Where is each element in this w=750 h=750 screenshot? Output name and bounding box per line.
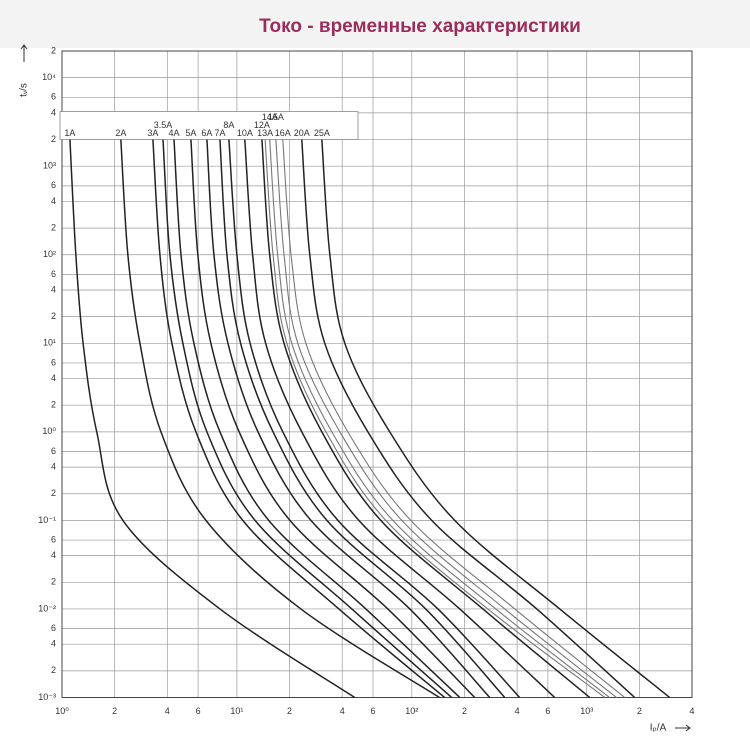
y-tick-label: 6 (51, 623, 56, 633)
y-tick-label: 2 (51, 311, 56, 321)
plot-area (62, 51, 692, 698)
legend-box (59, 111, 359, 140)
y-tick-label: 4 (51, 196, 56, 206)
series-line (173, 139, 461, 699)
plot-border (61, 50, 693, 698)
x-tick-label: 10¹ (230, 706, 243, 716)
series-line (152, 139, 446, 699)
y-tick-label: 2 (51, 400, 56, 410)
y-axis-label: tᵥ/s (19, 83, 30, 97)
legend-label: 7A (214, 128, 225, 138)
legend-label: 15A (268, 112, 284, 122)
series-line (206, 139, 491, 699)
chart-title: Токо - временные характеристики (259, 16, 581, 37)
x-tick-label: 10⁰ (55, 706, 69, 716)
series-line (69, 139, 356, 699)
y-tick-label: 6 (51, 534, 56, 544)
series-line (219, 139, 506, 698)
x-tick-label: 4 (165, 706, 170, 716)
x-tick-label: 2 (287, 706, 292, 716)
series-line (190, 139, 476, 699)
x-axis-label: Iₚ/A (650, 723, 667, 734)
legend-label: 12A (254, 120, 270, 130)
y-tick-label: 6 (51, 180, 56, 190)
x-axis-arrow (675, 724, 691, 732)
series-line (264, 139, 606, 698)
legend-label: 14A (262, 112, 278, 122)
y-axis-arrow (20, 44, 28, 62)
y-tick-label: 6 (51, 446, 56, 456)
legend-label: 20A (294, 128, 310, 138)
y-tick-label: 10⁻² (38, 603, 56, 613)
y-tick-label: 2 (51, 45, 56, 55)
x-tick-label: 4 (689, 706, 694, 716)
x-tick-label: 6 (196, 706, 201, 716)
legend-label: 3.5A (154, 120, 173, 130)
legend-label: 10A (237, 128, 253, 138)
y-tick-label: 4 (51, 550, 56, 560)
series-line (269, 139, 610, 698)
legend-label: 2A (115, 128, 126, 138)
legend-label: 16A (275, 128, 291, 138)
title-bar (0, 0, 750, 48)
y-tick-label: 2 (51, 134, 56, 144)
y-tick-label: 10⁴ (42, 72, 56, 82)
legend-label: 4A (169, 128, 180, 138)
y-tick-label: 4 (51, 107, 56, 117)
y-tick-label: 10⁻³ (38, 692, 56, 702)
series-line (162, 139, 453, 699)
y-tick-label: 10² (43, 249, 56, 259)
y-tick-label: 6 (51, 357, 56, 367)
y-tick-label: 2 (51, 577, 56, 587)
legend-label: 5A (185, 128, 196, 138)
y-tick-label: 4 (51, 373, 56, 383)
x-tick-label: 2 (112, 706, 117, 716)
y-tick-label: 4 (51, 284, 56, 294)
series-line (120, 139, 440, 699)
y-tick-label: 6 (51, 92, 56, 102)
legend-label: 3A (147, 128, 158, 138)
y-tick-label: 2 (51, 222, 56, 232)
y-tick-label: 4 (51, 639, 56, 649)
series-line (321, 139, 671, 699)
y-tick-label: 4 (51, 461, 56, 471)
series-line (244, 139, 556, 699)
series-line (275, 139, 617, 698)
series-line (301, 139, 636, 699)
y-tick-label: 10⁰ (42, 426, 56, 436)
x-tick-label: 4 (340, 706, 345, 716)
y-tick-label: 10³ (43, 161, 56, 171)
legend-label: 25A (314, 128, 330, 138)
series-line (228, 139, 521, 699)
x-tick-label: 4 (515, 706, 520, 716)
y-tick-label: 2 (51, 665, 56, 675)
x-tick-label: 10³ (580, 706, 593, 716)
legend-label: 8A (223, 120, 234, 130)
y-tick-label: 6 (51, 269, 56, 279)
series-line (261, 139, 591, 699)
x-tick-label: 6 (370, 706, 375, 716)
legend-label: 6A (201, 128, 212, 138)
y-tick-label: 10⁻¹ (38, 515, 56, 525)
y-tick-label: 10¹ (43, 338, 56, 348)
y-tick-label: 2 (51, 488, 56, 498)
x-tick-label: 6 (545, 706, 550, 716)
series-line (282, 139, 626, 698)
x-tick-label: 2 (462, 706, 467, 716)
legend-label: 1A (64, 128, 75, 138)
legend-label: 13A (257, 128, 273, 138)
x-tick-label: 2 (637, 706, 642, 716)
x-tick-label: 10² (405, 706, 418, 716)
